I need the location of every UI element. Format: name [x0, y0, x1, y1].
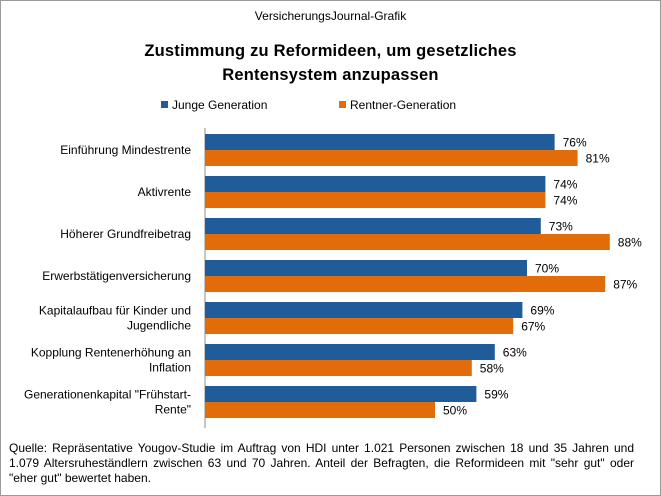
category-label-line: Erwerbstätigenversicherung: [42, 269, 191, 283]
chart-title-line-1: Zustimmung zu Reformideen, um gesetzlich…: [144, 42, 517, 60]
source-label: VersicherungsJournal-Grafik: [254, 9, 407, 23]
footnote: Quelle: Repräsentative Yougov-Studie im …: [9, 441, 634, 485]
legend-swatch-junge-generation: [161, 101, 168, 108]
bar-rentner-generation: [205, 402, 435, 418]
legend-label-junge-generation: Junge Generation: [172, 98, 268, 112]
data-label: 67%: [521, 320, 545, 334]
legend-swatch-rentner-generation: [339, 101, 346, 108]
category-label-line: Kopplung Rentenerhöhung an: [31, 346, 191, 360]
category-label: Höherer Grundfreibetrag: [60, 227, 191, 241]
bar-rentner-generation: [205, 234, 610, 250]
bar-rentner-generation: [205, 150, 578, 166]
category-label: Erwerbstätigenversicherung: [42, 269, 191, 283]
bar-junge-generation: [205, 134, 555, 150]
category-label: Kapitalaufbau für Kinder und Jugendliche: [39, 304, 191, 333]
legend-item-junge-generation: Junge Generation: [161, 98, 267, 112]
data-label: 58%: [480, 362, 504, 376]
data-label: 50%: [443, 404, 467, 418]
category-label-line: Kapitalaufbau für Kinder und: [39, 304, 191, 318]
category-label-line: Jugendliche: [127, 319, 191, 333]
bar-rentner-generation: [205, 318, 514, 334]
data-label: 81%: [586, 152, 610, 166]
bar-junge-generation: [205, 176, 546, 192]
data-label: 74%: [553, 178, 577, 192]
legend-item-rentner-generation: Rentner-Generation: [339, 98, 456, 112]
category-label-line: Inflation: [149, 361, 191, 375]
bar-junge-generation: [205, 386, 477, 402]
bar-rentner-generation: [205, 192, 546, 208]
bar-junge-generation: [205, 260, 527, 276]
category-label: Aktivrente: [138, 185, 192, 199]
data-label: 59%: [484, 388, 508, 402]
data-label: 73%: [549, 220, 573, 234]
legend-label-rentner-generation: Rentner-Generation: [350, 98, 457, 112]
data-label: 70%: [535, 262, 559, 276]
category-label-line: Generationenkapital "Frühstart-: [24, 388, 191, 402]
bar-junge-generation: [205, 302, 523, 318]
data-label: 88%: [618, 236, 642, 250]
bar-junge-generation: [205, 218, 541, 234]
category-label-line: Rente": [155, 403, 191, 417]
data-label: 63%: [503, 346, 527, 360]
category-label-line: Höherer Grundfreibetrag: [60, 227, 191, 241]
category-label: Generationenkapital "Frühstart-Rente": [24, 388, 191, 417]
bar-rentner-generation: [205, 360, 472, 376]
bar-rentner-generation: [205, 276, 606, 292]
category-label-line: Aktivrente: [138, 185, 192, 199]
category-label: Kopplung Rentenerhöhung an Inflation: [31, 346, 191, 375]
chart-title: Zustimmung zu Reformideen, um gesetzlich…: [0, 39, 661, 87]
category-label-line: Einführung Mindestrente: [60, 143, 191, 157]
chart-title-line-2: Rentensystem anzupassen: [222, 66, 439, 84]
data-label: 87%: [613, 278, 637, 292]
data-label: 74%: [553, 194, 577, 208]
bar-junge-generation: [205, 344, 495, 360]
category-label: Einführung Mindestrente: [60, 143, 191, 157]
data-label: 69%: [530, 304, 554, 318]
data-label: 76%: [563, 136, 587, 150]
